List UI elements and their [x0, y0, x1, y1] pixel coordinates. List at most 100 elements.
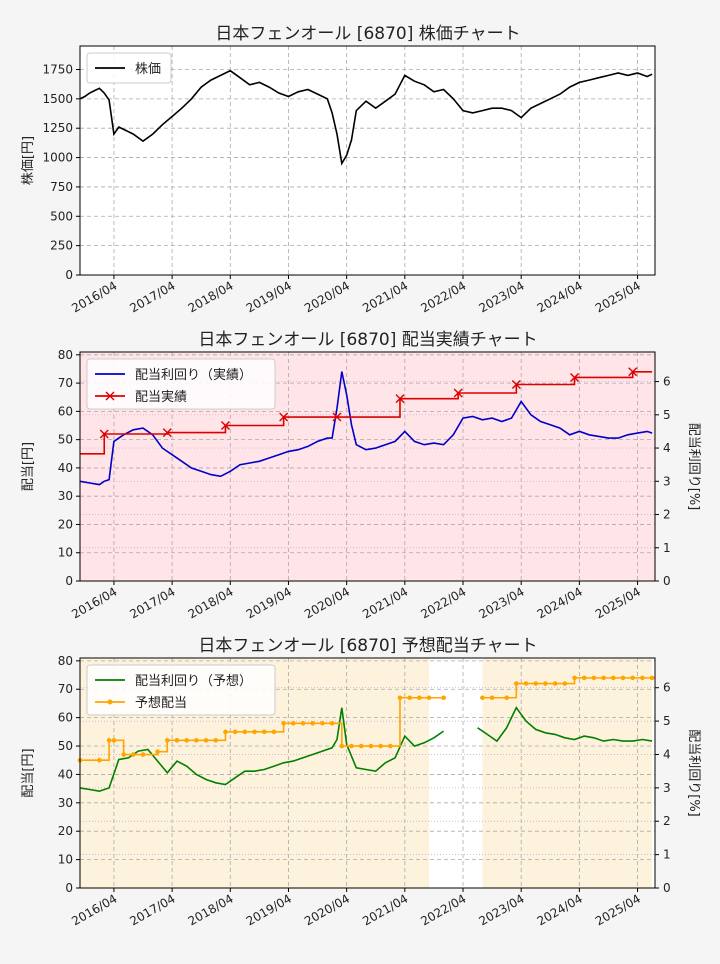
- forecast-marker: [562, 681, 568, 686]
- forecast-marker: [213, 738, 219, 743]
- forecast-marker: [131, 752, 136, 757]
- plot-frame: [79, 45, 656, 276]
- y2-tick-label: 2: [663, 508, 671, 522]
- forecast-marker: [417, 695, 422, 701]
- y-tick-label: 70: [58, 682, 73, 696]
- forecast-marker: [368, 743, 374, 749]
- y2-tick-label: 5: [663, 714, 671, 728]
- y-axis-label: 株価[円]: [21, 136, 36, 185]
- forecast-marker: [106, 738, 112, 743]
- y-tick-label: 1250: [42, 121, 73, 135]
- dividend-marker: [453, 388, 463, 398]
- forecast-marker: [426, 695, 432, 701]
- forecast-marker: [630, 675, 635, 681]
- x-tick-label: 2025/04: [593, 584, 643, 621]
- legend-label: 配当利回り（予想）: [135, 673, 252, 689]
- forecast-marker: [407, 695, 412, 701]
- x-tick-label: 2020/04: [302, 278, 352, 315]
- y-tick-label: 60: [58, 404, 73, 418]
- forecast-marker: [489, 695, 495, 701]
- forecast-marker: [97, 757, 102, 763]
- chart-title: 日本フェンオール [6870] 株価チャート: [215, 24, 520, 44]
- x-tick-label: 2021/04: [360, 891, 410, 928]
- y2-axis-label: 配当利回り[%]: [686, 423, 701, 511]
- forecast-marker: [611, 675, 616, 681]
- dividend-marker: [99, 429, 109, 439]
- x-tick-label: 2017/04: [127, 891, 177, 928]
- x-tick-label: 2023/04: [477, 278, 527, 315]
- forecast-marker: [242, 729, 248, 735]
- y-tick-label: 1000: [42, 151, 73, 165]
- y-tick-label: 750: [50, 180, 73, 194]
- x-tick-label: 2023/04: [477, 891, 527, 928]
- chart-title: 日本フェンオール [6870] 配当実績チャート: [198, 330, 537, 350]
- forecast-marker: [164, 738, 170, 743]
- x-tick-label: 2024/04: [535, 891, 585, 928]
- y2-tick-label: 6: [663, 681, 671, 695]
- y-tick-label: 70: [58, 376, 73, 390]
- x-tick-label: 2023/04: [477, 584, 527, 621]
- dividend-marker: [332, 412, 342, 422]
- series-line-1: [477, 706, 653, 743]
- x-tick-label: 2020/04: [302, 891, 352, 928]
- forecast-marker: [121, 752, 126, 757]
- forecast-marker: [194, 738, 199, 743]
- forecast-marker: [339, 743, 345, 749]
- forecast-marker: [480, 695, 485, 701]
- forecast-marker: [514, 681, 519, 686]
- forecast-marker: [271, 729, 277, 735]
- forecast-marker: [581, 675, 587, 681]
- y-tick-label: 0: [65, 268, 73, 282]
- y-tick-label: 40: [58, 461, 73, 475]
- forecast-marker: [640, 675, 645, 681]
- y-tick-label: 80: [58, 654, 73, 668]
- plot-frame: [79, 657, 656, 889]
- legend-box: [86, 52, 172, 84]
- forecast-marker: [310, 721, 316, 726]
- y-tick-label: 1750: [42, 62, 73, 76]
- y-tick-label: 0: [65, 574, 73, 588]
- y-tick-label: 60: [58, 711, 73, 725]
- legend-label: 配当実績: [135, 389, 187, 405]
- y2-axis-label: 配当利回り[%]: [686, 729, 701, 817]
- x-tick-label: 2024/04: [535, 584, 585, 621]
- forecast-marker: [387, 743, 393, 749]
- y-tick-label: 40: [58, 767, 73, 781]
- y2-tick-label: 0: [663, 881, 671, 895]
- dividend-marker: [220, 421, 230, 431]
- y-tick-label: 10: [58, 546, 73, 560]
- x-tick-label: 2019/04: [244, 891, 294, 928]
- legend-label: 株価: [135, 62, 161, 77]
- forecast-marker: [349, 743, 354, 749]
- forecast-marker: [533, 681, 539, 686]
- y-tick-label: 1500: [42, 92, 73, 106]
- y2-tick-label: 0: [663, 574, 671, 588]
- dividend-marker: [279, 412, 289, 422]
- series-line-1: [79, 69, 653, 166]
- y2-tick-label: 2: [663, 814, 671, 828]
- y-tick-label: 80: [58, 348, 73, 362]
- forecast-marker: [620, 675, 626, 681]
- y-tick-label: 30: [58, 796, 73, 810]
- x-tick-label: 2018/04: [186, 584, 236, 621]
- forecast-marker: [155, 749, 160, 755]
- legend-label: 予想配当: [135, 695, 187, 711]
- x-tick-label: 2018/04: [186, 278, 236, 315]
- forecast-marker: [591, 675, 597, 681]
- x-tick-label: 2024/04: [535, 278, 585, 315]
- y-tick-label: 20: [58, 824, 73, 838]
- legend-marker: [105, 391, 115, 401]
- forecast-fill-area: [482, 658, 653, 888]
- x-tick-label: 2016/04: [69, 584, 119, 621]
- y2-tick-label: 6: [663, 375, 671, 389]
- x-tick-label: 2022/04: [418, 584, 468, 621]
- dividend-marker: [570, 372, 580, 382]
- forecast-marker: [174, 738, 180, 743]
- y-tick-label: 250: [50, 239, 73, 253]
- y2-tick-label: 5: [663, 408, 671, 422]
- dividend-marker: [395, 394, 405, 404]
- y-tick-label: 30: [58, 489, 73, 503]
- y-tick-label: 50: [58, 739, 73, 753]
- forecast-marker: [329, 721, 335, 726]
